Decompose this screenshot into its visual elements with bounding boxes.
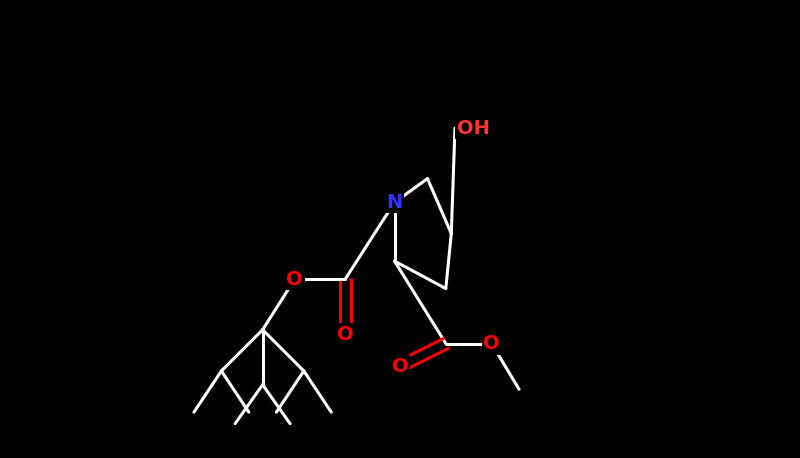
Text: O: O: [337, 325, 354, 344]
Text: O: O: [392, 357, 408, 376]
Text: O: O: [483, 334, 500, 353]
Text: O: O: [286, 270, 303, 289]
Text: OH: OH: [457, 119, 490, 138]
Text: N: N: [386, 193, 402, 212]
